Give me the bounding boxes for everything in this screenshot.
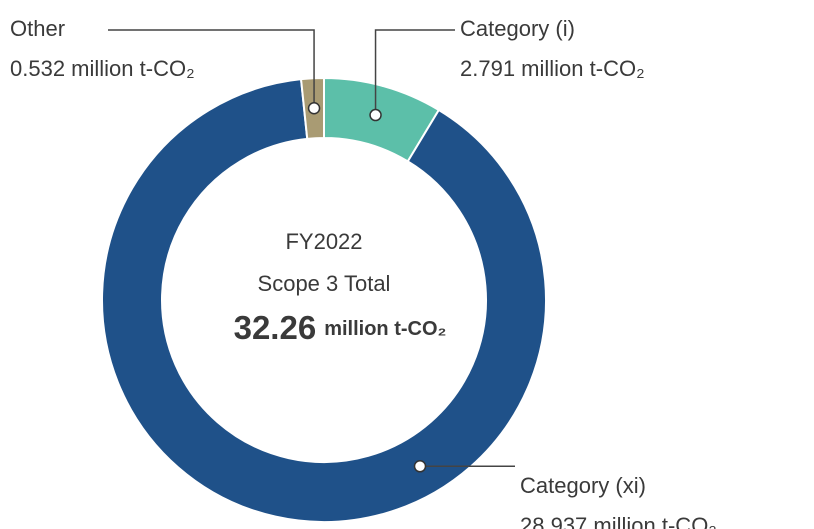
slice-value-label: 28.937 million t-CO₂ <box>520 513 717 529</box>
slice-label: Category (xi) <box>520 473 646 498</box>
slice-label: Other <box>10 16 65 41</box>
center-line: Scope 3 Total <box>258 271 391 296</box>
center-line: FY2022 <box>285 229 362 254</box>
slice-label: Category (i) <box>460 16 575 41</box>
donut-slice <box>101 78 547 523</box>
slice-value-label: 0.532 million t-CO₂ <box>10 56 195 81</box>
slice-marker <box>307 102 321 115</box>
leader-line <box>108 29 315 109</box>
leader-line <box>374 29 455 116</box>
total-unit: million t-CO₂ <box>324 318 446 340</box>
total-value: 32.26 <box>234 309 317 346</box>
slice-marker <box>369 108 382 122</box>
slice-marker <box>413 460 427 473</box>
slice-value-label: 2.791 million t-CO₂ <box>460 56 645 81</box>
center-total: 32.26 million t-CO₂ <box>234 309 447 346</box>
